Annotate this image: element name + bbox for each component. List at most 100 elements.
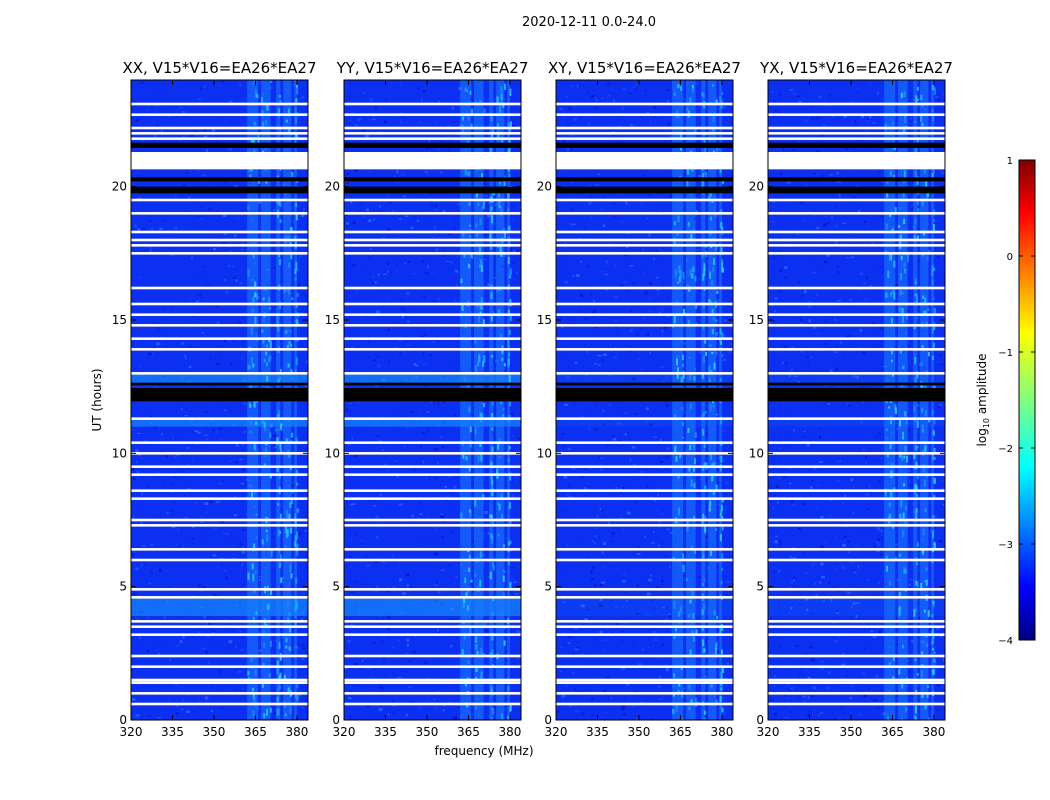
x-tick-label: 365 xyxy=(669,725,692,739)
x-tick-label: 320 xyxy=(757,725,780,739)
bright-time-band xyxy=(768,373,945,384)
y-tick-label: 15 xyxy=(112,313,127,327)
flagged-row xyxy=(768,137,945,140)
flagged-row xyxy=(556,337,733,340)
y-tick-label: 15 xyxy=(749,313,764,327)
colorbar-tick-label: −1 xyxy=(998,348,1013,359)
y-tick-label: 20 xyxy=(112,180,127,194)
flagged-row xyxy=(131,465,308,468)
flagged-band xyxy=(768,152,945,170)
dark-time-band xyxy=(768,388,945,402)
flagged-row xyxy=(344,473,521,476)
bright-time-band xyxy=(131,597,308,616)
flagged-row xyxy=(344,633,521,636)
flagged-row xyxy=(131,137,308,140)
dark-time-band xyxy=(344,177,521,182)
flagged-row xyxy=(556,524,733,527)
flagged-row xyxy=(344,198,521,202)
flagged-row xyxy=(768,465,945,468)
flagged-row xyxy=(344,489,521,492)
flagged-row xyxy=(344,230,521,234)
flagged-row xyxy=(556,702,733,706)
y-tick-label: 0 xyxy=(119,713,127,727)
flagged-row xyxy=(344,452,521,455)
x-tick-label: 320 xyxy=(545,725,568,739)
x-tick-label: 380 xyxy=(922,725,945,739)
y-tick-label: 5 xyxy=(544,580,552,594)
flagged-row xyxy=(768,313,945,316)
flagged-row xyxy=(768,678,945,682)
flagged-row xyxy=(344,372,521,375)
flagged-row xyxy=(768,337,945,340)
x-tick-label: 335 xyxy=(586,725,609,739)
flagged-row xyxy=(344,313,521,316)
colorbar-tick-label: −3 xyxy=(998,540,1013,551)
bright-time-band xyxy=(344,420,521,427)
panels: XX, V15*V16=EA26*EA27 320 335 350 365 380 0 5 10… xyxy=(112,59,953,739)
x-tick-label: 380 xyxy=(285,725,308,739)
flagged-row xyxy=(131,665,308,668)
flagged-row xyxy=(131,588,308,591)
flagged-row xyxy=(344,681,521,684)
flagged-row xyxy=(131,302,308,306)
flagged-row xyxy=(344,238,521,242)
flagged-row xyxy=(131,497,308,500)
flagged-row xyxy=(556,678,733,682)
spectrogram-xx xyxy=(131,80,308,720)
flagged-row xyxy=(556,633,733,636)
y-tick-label: 0 xyxy=(756,713,764,727)
flagged-row xyxy=(768,654,945,658)
flagged-row xyxy=(768,524,945,527)
flagged-row xyxy=(556,489,733,492)
dark-time-band xyxy=(131,142,308,148)
flagged-row xyxy=(131,102,308,106)
flagged-row xyxy=(344,244,521,247)
panel-frame xyxy=(555,79,734,721)
flagged-row xyxy=(344,126,521,130)
dark-time-band xyxy=(131,388,308,402)
dark-time-band xyxy=(131,382,308,386)
flagged-row xyxy=(344,252,521,255)
y-axis-label: UT (hours) xyxy=(90,368,104,431)
flagged-row xyxy=(131,324,308,327)
flagged-row xyxy=(344,588,521,591)
flagged-row xyxy=(344,665,521,668)
flagged-row xyxy=(131,625,308,628)
flagged-row xyxy=(768,244,945,247)
flagged-band xyxy=(131,152,308,170)
flagged-row xyxy=(344,132,521,135)
dark-time-band xyxy=(768,177,945,182)
x-tick-label: 365 xyxy=(881,725,904,739)
flagged-row xyxy=(344,137,521,140)
flagged-band xyxy=(556,152,733,170)
flagged-row xyxy=(344,324,521,327)
dark-time-band xyxy=(768,142,945,148)
flagged-row xyxy=(556,302,733,306)
flagged-row xyxy=(768,558,945,562)
panel-yy: YY, V15*V16=EA26*EA27 320 335 350 365 380 0 5 10… xyxy=(325,59,529,739)
rfi-speckle xyxy=(931,84,936,720)
flagged-row xyxy=(556,126,733,130)
suptitle: 2020-12-11 0.0-24.0 xyxy=(522,15,656,30)
flagged-row xyxy=(556,473,733,476)
y-tick-label: 15 xyxy=(537,313,552,327)
flagged-row xyxy=(556,620,733,623)
x-tick-label: 380 xyxy=(710,725,733,739)
flagged-row xyxy=(556,324,733,327)
y-tick-label: 20 xyxy=(537,180,552,194)
bright-time-band xyxy=(768,420,945,427)
panel-xx: XX, V15*V16=EA26*EA27 320 335 350 365 380 0 5 10… xyxy=(112,59,317,739)
flagged-row xyxy=(556,518,733,522)
flagged-row xyxy=(768,132,945,135)
flagged-row xyxy=(344,596,521,599)
bright-time-band xyxy=(556,420,733,427)
flagged-row xyxy=(556,692,733,695)
panel-frame xyxy=(130,79,309,721)
dark-time-band xyxy=(344,186,521,194)
colorbar: 10−1−2−3−4 log10 amplitude xyxy=(975,156,1036,647)
flagged-row xyxy=(131,417,308,420)
x-tick-label: 365 xyxy=(457,725,480,739)
flagged-row xyxy=(556,286,733,290)
y-tick-label: 5 xyxy=(332,580,340,594)
flagged-row xyxy=(556,548,733,551)
